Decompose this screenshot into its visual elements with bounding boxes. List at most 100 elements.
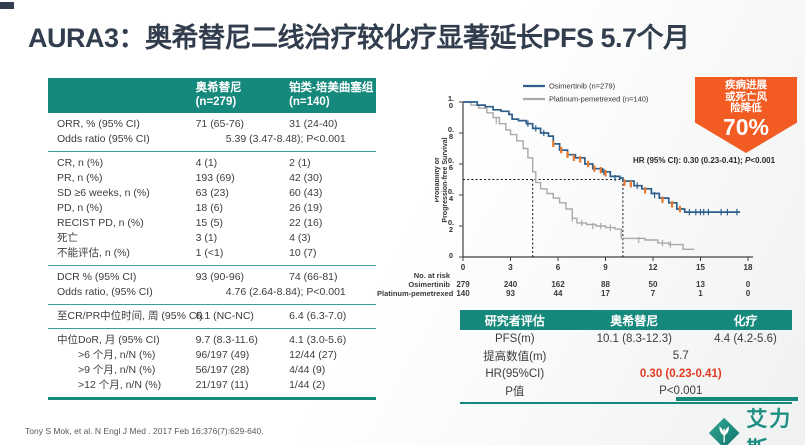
- at-risk-value: 1: [698, 289, 703, 298]
- table-row: 死亡 3 (1) 4 (3): [48, 231, 376, 246]
- badge-percentage: 70%: [722, 113, 770, 140]
- summary-row-label: PFS(m): [494, 332, 535, 345]
- x-tick-label: 3: [508, 263, 513, 272]
- allist-logo-text: 艾力斯: [746, 408, 793, 445]
- at-risk-value: 17: [601, 289, 610, 298]
- row-span-value: 5.39 (3.47-8.48); P<0.001: [225, 133, 346, 145]
- row-value-chemo: 31 (24-40): [289, 118, 338, 130]
- y-axis-title: Probability ofProgression-free Survival: [435, 137, 449, 222]
- table-row: Odds ratio (95% CI) 5.39 (3.47-8.48); P<0…: [48, 132, 376, 147]
- summary-row-label: P值: [505, 386, 525, 399]
- summary-header-col: 化疗: [733, 313, 758, 328]
- row-label: 不能评估, n (%): [57, 247, 130, 259]
- citation-text: Tony S Mok, et al. N Engl J Med . 2017 F…: [25, 426, 264, 436]
- y-tick-label-line: 0.: [448, 218, 454, 227]
- row-value-chemo: 22 (16): [289, 217, 323, 229]
- results-header-line2: (n=140): [289, 96, 330, 108]
- row-value-osimertinib: 93 (90-96): [195, 271, 245, 283]
- results-table-group: 中位DoR, 月 (95% CI) 9.7 (8.3-11.6) 4.1 (3.0-…: [48, 328, 376, 397]
- x-tick-label: 18: [744, 263, 753, 272]
- x-tick-label: 0: [461, 263, 466, 272]
- y-tick-label-line: 0.: [448, 187, 454, 196]
- at-risk-value: 88: [601, 280, 610, 289]
- row-label: PD, n (%): [57, 202, 103, 214]
- x-tick-label: 12: [649, 263, 658, 272]
- row-value-chemo: 4.1 (3.0-5.6): [289, 334, 347, 346]
- y-axis-title-line: Probability of: [435, 157, 441, 202]
- hr-annotation-value: <0.001: [750, 156, 775, 165]
- table-row: PR, n (%) 193 (69) 42 (30): [48, 171, 376, 186]
- row-value-osimertinib: 21/197 (11): [195, 379, 249, 391]
- y-tick-label-line: 0.: [448, 125, 454, 134]
- y-tick-label: 0. 2: [448, 218, 454, 234]
- row-value-osimertinib: 63 (23): [195, 187, 229, 199]
- summary-header-col: 奥希替尼: [610, 313, 659, 328]
- row-label: SD ≥6 weeks, n (%): [57, 187, 150, 199]
- row-value-chemo: 26 (19): [289, 202, 323, 214]
- row-label: PR, n (%): [57, 172, 103, 184]
- row-value-osimertinib: 96/197 (49): [195, 349, 250, 361]
- at-risk-table: No. at risk Osimertinib 279 240 162 88 50 13 0 Pl…: [377, 271, 797, 301]
- row-value-chemo: 10 (7): [289, 247, 317, 259]
- table-row: Odds ratio, (95% CI) 4.76 (2.64-8.84); P<…: [48, 285, 376, 300]
- row-span-value: 4.76 (2.64-8.84); P<0.001: [225, 286, 346, 298]
- results-table-group: DCR % (95% CI) 93 (90-96) 74 (66-81) Odds r…: [48, 265, 376, 304]
- y-tick-label-line: 1.: [448, 94, 454, 103]
- table-row: DCR % (95% CI) 93 (90-96) 74 (66-81): [48, 270, 376, 285]
- badge-text-line: 疾病进展: [725, 79, 767, 91]
- hr-annotation-text: HR (95% CI): 0.30 (0.23-0.41);: [633, 156, 745, 165]
- table-row: >9 个月, n/N (%) 56/197 (28) 4/44 (9): [48, 363, 376, 378]
- at-risk-value: 240: [503, 280, 518, 289]
- summary-table: 研究者评估 奥希替尼 化疗 PFS(m) 10.1 (8.3-12.3) 4.4 (4.2…: [460, 310, 792, 404]
- row-value-osimertinib: 9.7 (8.3-11.6): [195, 334, 258, 346]
- summary-row-chemo: 4.4 (4.2-5.6): [714, 332, 777, 345]
- hr-annotation: HR (95% CI): 0.30 (0.23-0.41); P<0.001: [633, 156, 776, 165]
- results-table-group: 至CR/PR中位时间, 周 (95% CI) 6.1 (NC-NC) 6.4 (6.…: [48, 304, 376, 328]
- table-row: 提高数值(m) 5.7: [460, 348, 792, 366]
- summary-row-span-value: 5.7: [672, 350, 689, 363]
- at-risk-value: 279: [456, 280, 470, 289]
- y-axis-title-line: Progression-free Survival: [442, 137, 449, 222]
- badge-text-line: 或死亡风: [725, 90, 767, 103]
- row-value-osimertinib: 56/197 (28): [195, 364, 250, 376]
- table-row: >6 个月, n/N (%) 96/197 (49) 12/44 (27): [48, 348, 376, 363]
- at-risk-value: 50: [648, 280, 658, 289]
- row-value-osimertinib: 193 (69): [195, 172, 235, 184]
- row-label: ORR, % (95% CI): [57, 118, 140, 130]
- row-label: >12 个月, n/N (%): [78, 379, 162, 391]
- at-risk-row-label: Osimertinib: [408, 280, 450, 289]
- y-tick-label: 0. 4: [448, 187, 454, 203]
- summary-row-span-value: P<0.001: [659, 385, 703, 398]
- at-risk-value: 13: [696, 280, 705, 289]
- row-value-chemo: 60 (43): [289, 187, 323, 199]
- table-row: >12 个月, n/N (%) 21/197 (11) 1/44 (2): [48, 378, 376, 393]
- y-tick-label: 0. 6: [448, 156, 454, 172]
- table-row: CR, n (%) 4 (1) 2 (1): [48, 156, 376, 171]
- table-row: HR(95%CI) 0.30 (0.23-0.41): [460, 365, 792, 383]
- row-value-osimertinib: 1 (<1): [195, 247, 224, 259]
- table-row: 中位DoR, 月 (95% CI) 9.7 (8.3-11.6) 4.1 (3.0-…: [48, 333, 376, 348]
- row-value-chemo: 4 (3): [289, 232, 311, 244]
- row-label: RECIST PD, n (%): [57, 217, 144, 229]
- km-chart-container: 1. 0 0. 8 0. 6 0. 4 0. 2 0 0 3 6 9 12 15 18 Probability of…: [434, 72, 805, 273]
- summary-row-label: 提高数值(m): [483, 351, 547, 364]
- legend-label: Platinum-pemetrexed (n=140): [549, 95, 649, 104]
- row-value-chemo: 74 (66-81): [289, 271, 338, 283]
- row-label: >9 个月, n/N (%): [78, 364, 156, 376]
- allist-logo: 艾力斯: [708, 403, 805, 445]
- at-risk-value: 162: [551, 280, 565, 289]
- results-table-group: ORR, % (95% CI) 71 (65-76) 31 (24-40) Odds …: [48, 113, 376, 151]
- allist-logo-icon: [708, 417, 740, 445]
- at-risk-value: 44: [553, 289, 563, 298]
- summary-table-header: 研究者评估 奥希替尼 化疗: [460, 310, 792, 330]
- y-tick-label: 0. 8: [448, 125, 454, 141]
- y-tick-label-line: 0: [449, 101, 453, 110]
- slide-title: AURA3：奥希替尼二线治疗较化疗显著延长PFS 5.7个月: [28, 23, 690, 53]
- logo-accent-bar: [676, 397, 798, 401]
- table-row: RECIST PD, n (%) 15 (5) 22 (16): [48, 216, 376, 231]
- y-tick-label-line: 2: [449, 225, 453, 234]
- row-label: DCR % (95% CI): [57, 271, 137, 283]
- table-row: 不能评估, n (%) 1 (<1) 10 (7): [48, 246, 376, 261]
- row-label: CR, n (%): [57, 157, 104, 169]
- x-tick-label: 9: [603, 263, 608, 272]
